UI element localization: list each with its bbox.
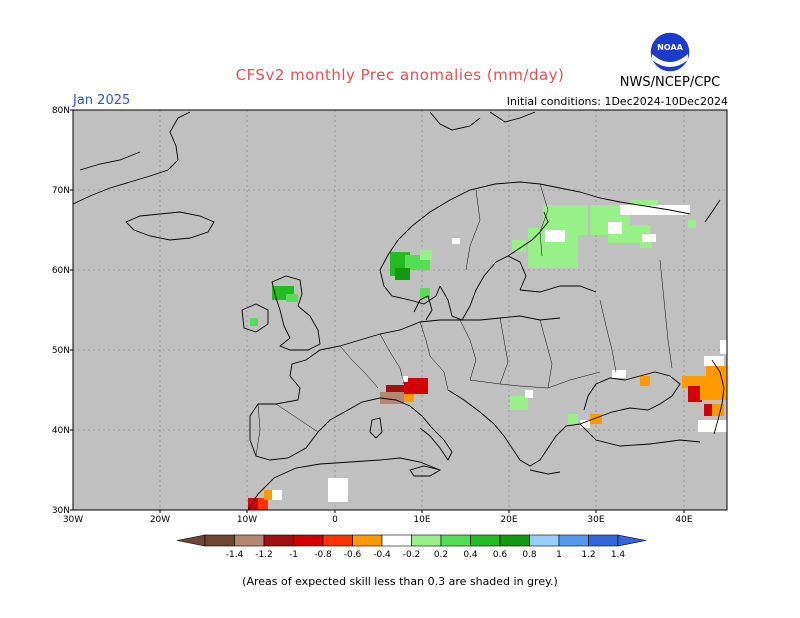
- legend-swatch: [470, 534, 501, 547]
- anomaly-cell: [404, 378, 428, 394]
- legend-swatch: [529, 534, 560, 547]
- lon-ticks: [159, 510, 685, 513]
- legend-tick-label: 0.2: [434, 550, 448, 560]
- legend-tick-label: 1.4: [611, 550, 626, 560]
- anomaly-cell: [510, 396, 528, 410]
- anomaly-cell: [272, 490, 282, 500]
- country-borders: [255, 183, 673, 457]
- anomaly-cell: [698, 420, 727, 432]
- legend-tick-label: 1: [556, 550, 562, 560]
- legend-tick-label: -1: [289, 550, 298, 560]
- legend-tick-label: 0.6: [493, 550, 508, 560]
- anomaly-cell: [640, 238, 652, 248]
- lat-tick-label: 40N: [52, 426, 70, 436]
- lat-tick-label: 50N: [52, 346, 70, 356]
- anomaly-cell: [264, 490, 274, 500]
- legend-swatch: [558, 534, 589, 547]
- legend-swatch: [234, 534, 265, 547]
- anomaly-cell: [612, 370, 626, 378]
- anomaly-cell: [640, 376, 650, 386]
- lon-tick-label: 30W: [63, 515, 83, 525]
- anomaly-cell: [706, 366, 727, 376]
- coastlines: [72, 111, 725, 511]
- anomaly-cell: [250, 318, 258, 326]
- color-legend: -1.4 -1.2 -1 -0.8 -0.6 -0.4 -0.2 0.2 0.4 0.6 0.8 1 1…: [176, 534, 647, 560]
- anomaly-cell: [580, 420, 590, 428]
- anomaly-cell: [720, 340, 727, 354]
- anomaly-cell: [688, 220, 696, 228]
- anomaly-cell: [420, 288, 430, 298]
- lon-tick-label: 10E: [413, 515, 430, 525]
- skill-footnote: (Areas of expected skill less than 0.3 a…: [242, 575, 558, 588]
- anomaly-cell: [620, 205, 690, 215]
- anomaly-cell: [248, 498, 258, 510]
- agency-label: NWS/NCEP/CPC: [619, 75, 721, 90]
- anomaly-cell: [682, 376, 727, 388]
- legend-tick-label: -0.6: [344, 550, 362, 560]
- map-frame: [72, 109, 728, 511]
- lat-tick-label: 60N: [52, 266, 70, 276]
- anomaly-cell: [525, 390, 533, 398]
- map-gridlines: [73, 110, 727, 510]
- map-title: CFSv2 monthly Prec anomalies (mm/day): [235, 66, 565, 84]
- legend-swatch: [204, 534, 235, 547]
- lon-tick-label: 40E: [675, 515, 692, 525]
- legend-tick-label: 1.2: [581, 550, 595, 560]
- anomaly-cell: [608, 222, 622, 234]
- anomaly-cell: [402, 376, 408, 382]
- anomaly-cell: [420, 250, 432, 260]
- map-background: [73, 110, 727, 510]
- legend-tick-label: -0.2: [403, 550, 421, 560]
- legend-tick-label: -1.4: [226, 550, 244, 560]
- legend-arrow-high: [617, 534, 647, 547]
- legend-tick-label: -1.2: [255, 550, 273, 560]
- anomaly-cell: [712, 404, 724, 416]
- legend-swatch: [440, 534, 471, 547]
- legend-swatch: [411, 534, 442, 547]
- legend-tick-label: 0.4: [463, 550, 478, 560]
- lon-tick-label: 20E: [500, 515, 517, 525]
- lat-axis: 80N 70N 60N 50N 40N 30N: [52, 106, 70, 516]
- anomaly-cell: [688, 386, 702, 402]
- lat-tick-label: 70N: [52, 186, 70, 196]
- anomaly-cell: [704, 356, 724, 366]
- legend-tick-label: -0.8: [314, 550, 332, 560]
- anomaly-cell: [512, 240, 526, 252]
- legend-swatch: [293, 534, 324, 547]
- anomaly-cell: [328, 478, 348, 502]
- noaa-logo-icon: NOAA: [649, 31, 691, 73]
- anomaly-cell: [700, 386, 727, 400]
- legend-swatch: [588, 534, 619, 547]
- lon-axis: 30W 20W 10W 0 10E 20E 30E 40E: [63, 515, 693, 525]
- legend-swatch: [352, 534, 383, 547]
- anomaly-cell: [452, 238, 460, 244]
- legend-tick-label: -0.4: [373, 550, 391, 560]
- anomaly-cell: [568, 414, 578, 424]
- lon-tick-label: 30E: [587, 515, 604, 525]
- anomaly-cell: [404, 394, 414, 402]
- legend-swatch: [381, 534, 412, 547]
- anomaly-cell: [590, 414, 602, 424]
- legend-arrow-low: [176, 534, 206, 547]
- lon-tick-label: 0: [332, 515, 338, 525]
- anomaly-cells: [248, 200, 727, 510]
- legend-swatch: [499, 534, 530, 547]
- lat-tick-label: 30N: [52, 506, 70, 516]
- anomaly-cell: [286, 294, 298, 302]
- anomaly-cell: [545, 230, 565, 242]
- lat-tick-label: 80N: [52, 106, 70, 116]
- lat-ticks: [70, 109, 73, 511]
- lon-tick-label: 20W: [150, 515, 170, 525]
- anomaly-cell: [395, 268, 410, 280]
- legend-swatch: [263, 534, 294, 547]
- logo-text: NOAA: [657, 43, 683, 52]
- legend-tick-label: 0.8: [522, 550, 537, 560]
- forecast-month: Jan 2025: [73, 93, 131, 108]
- anomaly-cell: [258, 498, 268, 510]
- initial-conditions: Initial conditions: 1Dec2024-10Dec2024: [506, 95, 728, 108]
- lon-tick-label: 10W: [237, 515, 257, 525]
- legend-swatch: [322, 534, 353, 547]
- anomaly-cell: [642, 234, 656, 242]
